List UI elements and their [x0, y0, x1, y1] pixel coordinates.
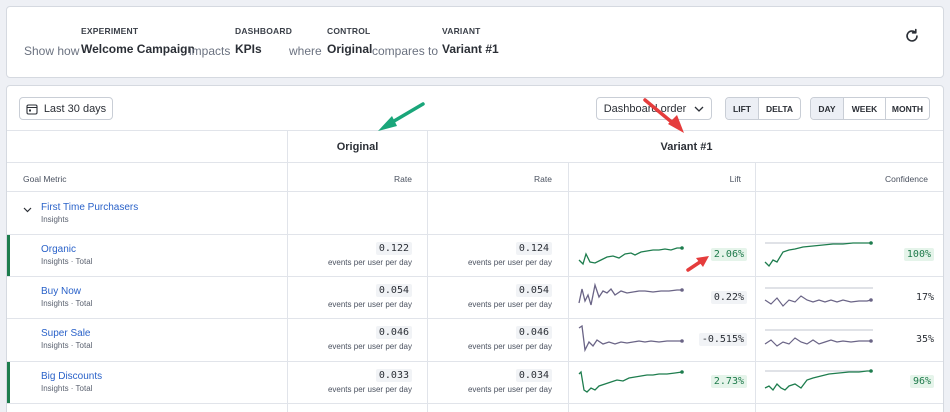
metric-name-big-discounts[interactable]: Big Discounts	[41, 371, 103, 382]
granularity-toggle: DAY WEEK MONTH	[810, 97, 930, 120]
significance-marker	[7, 362, 10, 403]
granularity-month-button[interactable]: MONTH	[891, 103, 924, 114]
header-connector-compares: compares to	[372, 44, 439, 58]
metric-name-organic[interactable]: Organic	[41, 244, 77, 255]
metric-name-super-sale[interactable]: Super Sale	[41, 328, 91, 339]
variant-rate-unit: events per user per day	[467, 300, 552, 309]
confidence-value: 17%	[915, 292, 934, 303]
confidence-value: 35%	[915, 334, 934, 345]
header-connector-where: where	[289, 44, 322, 58]
variant-rate-unit: events per user per day	[467, 258, 552, 267]
lift-sparkline	[578, 324, 684, 353]
mode-delta-button[interactable]: DELTA	[765, 103, 794, 114]
variant-rate: 0.046	[428, 326, 552, 339]
chevron-down-icon	[694, 106, 704, 112]
date-range-button[interactable]: Last 30 days	[19, 97, 113, 120]
control-value: Original	[327, 42, 373, 56]
control-selector[interactable]: CONTROL Original	[327, 26, 372, 56]
lift-value: 2.06%	[569, 248, 747, 261]
original-rate: 0.033	[288, 369, 412, 382]
red-arrow-icon	[643, 98, 684, 133]
column-goal-metric: Goal Metric	[23, 174, 67, 184]
lift-value: -0.515%	[569, 333, 747, 346]
date-range-label: Last 30 days	[43, 102, 107, 115]
original-rate: 0.046	[288, 326, 412, 339]
confidence-sparkline	[764, 369, 873, 392]
dashboard-label: DASHBOARD	[235, 26, 293, 36]
confidence-sparkline	[764, 241, 873, 268]
original-rate-unit: events per user per day	[327, 385, 412, 394]
header-prefix: Show how	[24, 44, 80, 58]
column-group-original: Original	[336, 141, 379, 153]
variant-rate: 0.034	[428, 369, 552, 382]
metric-sub: Insights · Total	[41, 341, 93, 350]
experiment-header: Show how EXPERIMENT Welcome Campaign imp…	[6, 6, 944, 78]
variant-rate: 0.124	[428, 242, 552, 255]
header-connector-impacts: impacts	[189, 44, 231, 58]
control-label: CONTROL	[327, 26, 371, 36]
variant-rate: 0.054	[428, 284, 552, 297]
variant-selector[interactable]: VARIANT Variant #1	[442, 26, 499, 56]
refresh-icon[interactable]	[903, 27, 921, 45]
experiment-label: EXPERIMENT	[81, 26, 139, 36]
original-rate-unit: events per user per day	[327, 300, 412, 309]
chevron-down-icon[interactable]	[23, 207, 32, 213]
group-name[interactable]: First Time Purchasers	[41, 202, 139, 213]
column-rate-variant: Rate	[534, 174, 552, 184]
lift-value: 2.73%	[569, 375, 747, 388]
metric-sub: Insights · Total	[41, 384, 93, 393]
experiment-value: Welcome Campaign	[81, 42, 195, 56]
granularity-week-button[interactable]: WEEK	[844, 98, 886, 119]
metric-sub: Insights · Total	[41, 257, 93, 266]
variant-rate-unit: events per user per day	[467, 342, 552, 351]
column-lift: Lift	[729, 174, 741, 184]
confidence-value: 100%	[756, 248, 934, 261]
lift-sparkline	[578, 370, 684, 393]
dashboard-value: KPIs	[235, 42, 262, 56]
column-confidence: Confidence	[884, 174, 928, 184]
granularity-day-button[interactable]: DAY	[811, 98, 844, 119]
metric-sub: Insights · Total	[41, 299, 93, 308]
confidence-sparkline	[764, 329, 873, 347]
original-rate-unit: events per user per day	[327, 342, 412, 351]
lift-sparkline	[578, 282, 684, 306]
confidence-sparkline	[764, 287, 873, 307]
metric-name-buy-now[interactable]: Buy Now	[41, 286, 82, 297]
experiment-selector[interactable]: EXPERIMENT Welcome Campaign	[81, 26, 195, 56]
sort-order-label: Dashboard order	[603, 102, 687, 115]
column-rate-original: Rate	[394, 174, 412, 184]
significance-marker	[7, 235, 10, 276]
results-card: Last 30 days Dashboard order LIFT DELTA …	[6, 85, 944, 412]
variant-label: VARIANT	[442, 26, 481, 36]
mode-lift-button[interactable]: LIFT	[726, 98, 759, 119]
green-arrow-icon	[378, 102, 425, 131]
red-arrow-icon	[686, 256, 709, 272]
original-rate-unit: events per user per day	[327, 258, 412, 267]
calendar-icon	[26, 103, 38, 115]
dashboard-selector[interactable]: DASHBOARD KPIs	[235, 26, 292, 56]
group-sub: Insights	[41, 215, 69, 224]
original-rate: 0.122	[288, 242, 412, 255]
variant-value: Variant #1	[442, 42, 499, 56]
lift-value: 0.22%	[569, 291, 747, 304]
confidence-value: 96%	[756, 375, 934, 388]
lift-sparkline	[578, 246, 684, 266]
mode-toggle: LIFT DELTA	[725, 97, 801, 120]
original-rate: 0.054	[288, 284, 412, 297]
column-group-variant: Variant #1	[660, 141, 713, 153]
variant-rate-unit: events per user per day	[467, 385, 552, 394]
